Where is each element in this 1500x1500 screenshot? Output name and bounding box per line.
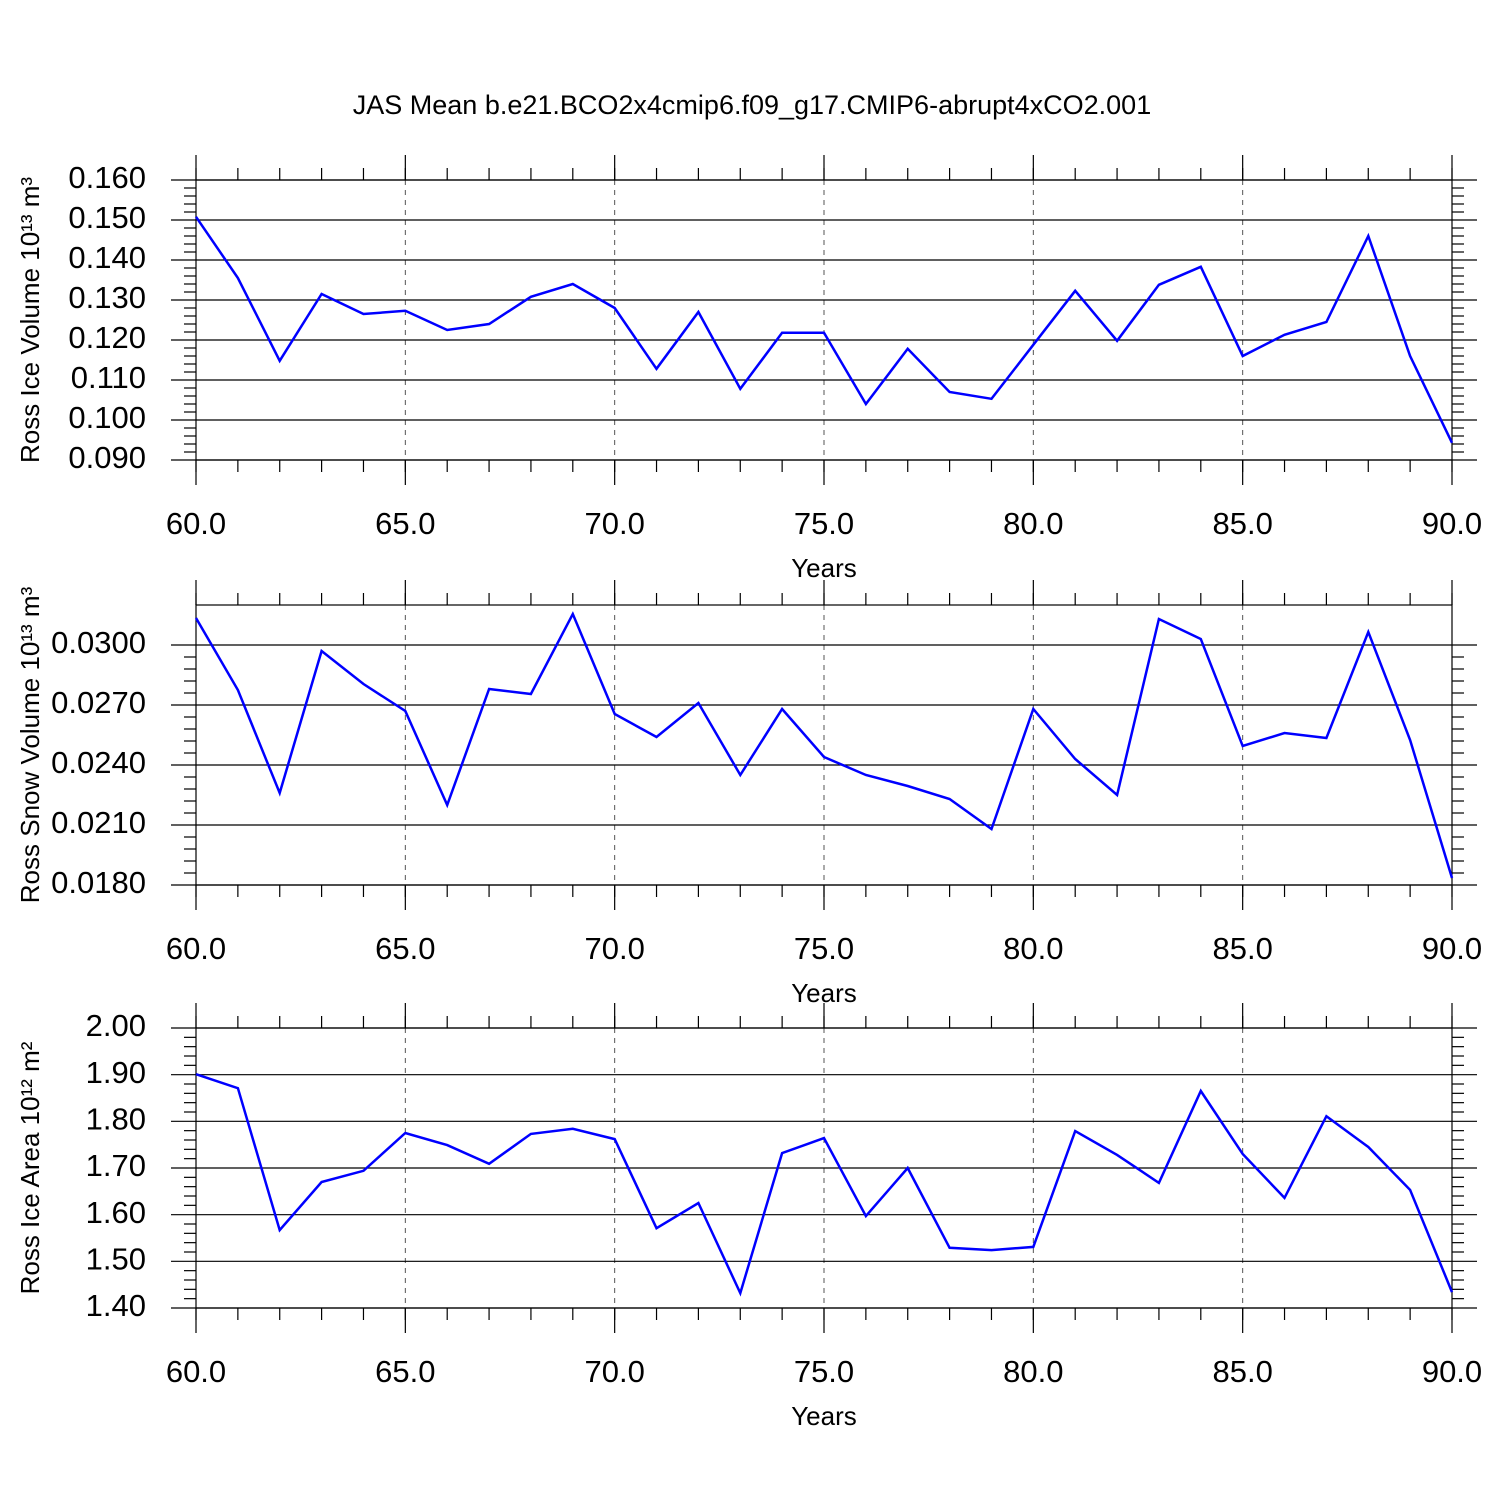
plot-frame [195, 604, 1453, 886]
y-tick-label: 0.0180 [51, 865, 146, 900]
panel: 60.0 65.0 70.0 75.0 80.0 85.0 90.0 0.090 0.100 0.… [15, 155, 1482, 583]
x-tick-label: 60.0 [166, 931, 226, 966]
y-axis-label: Ross Ice Volume 10¹³ m³ [15, 177, 45, 463]
x-tick-label: 65.0 [375, 506, 435, 541]
x-tick-label: 90.0 [1422, 506, 1482, 541]
x-tick-label: 60.0 [166, 1354, 226, 1389]
y-tick-label: 0.130 [68, 280, 146, 315]
y-tick-label: 0.110 [71, 360, 146, 395]
x-axis-label: Years [791, 978, 857, 1008]
x-tick-label: 70.0 [584, 506, 644, 541]
y-tick-label: 0.0210 [51, 805, 146, 840]
x-axis-label: Years [791, 553, 857, 583]
y-tick-label: 1.60 [86, 1195, 146, 1230]
plot-frame [195, 1027, 1453, 1309]
x-tick-label: 85.0 [1212, 931, 1272, 966]
x-tick-label: 85.0 [1212, 506, 1272, 541]
y-tick-label: 0.0300 [51, 625, 146, 660]
y-tick-label: 0.120 [68, 320, 146, 355]
x-tick-label: 85.0 [1212, 1354, 1272, 1389]
y-tick-label: 1.70 [86, 1148, 146, 1183]
data-line [195, 1073, 1454, 1297]
x-tick-label: 75.0 [794, 506, 854, 541]
x-axis-label: Years [791, 1401, 857, 1431]
x-tick-label: 80.0 [1003, 931, 1063, 966]
data-line [194, 216, 1454, 444]
figure-title: JAS Mean b.e21.BCO2x4cmip6.f09_g17.CMIP6… [353, 90, 1151, 120]
x-tick-label: 90.0 [1422, 931, 1482, 966]
y-tick-label: 0.150 [68, 200, 146, 235]
x-tick-label: 80.0 [1003, 1354, 1063, 1389]
y-tick-label: 0.0240 [51, 745, 146, 780]
x-tick-label: 70.0 [584, 1354, 644, 1389]
y-tick-label: 0.090 [68, 440, 146, 475]
y-tick-label: 0.140 [68, 240, 146, 275]
plot-frame [195, 179, 1453, 461]
x-tick-label: 75.0 [794, 931, 854, 966]
y-axis-label: Ross Snow Volume 10¹³ m³ [15, 586, 45, 903]
y-tick-label: 0.160 [68, 160, 146, 195]
y-tick-label: 1.40 [86, 1288, 146, 1323]
x-tick-label: 75.0 [794, 1354, 854, 1389]
y-tick-label: 1.50 [86, 1242, 146, 1277]
x-tick-label: 65.0 [375, 1354, 435, 1389]
y-tick-label: 1.80 [86, 1102, 146, 1137]
y-tick-label: 2.00 [86, 1008, 146, 1043]
x-tick-label: 60.0 [166, 506, 226, 541]
data-line [194, 611, 1454, 879]
y-tick-label: 1.90 [86, 1055, 146, 1090]
panel: 60.0 65.0 70.0 75.0 80.0 85.0 90.0 1.40 1.50 1.60… [15, 1003, 1482, 1431]
y-tick-label: 0.0270 [51, 685, 146, 720]
y-tick-label: 0.100 [68, 400, 146, 435]
x-tick-label: 80.0 [1003, 506, 1063, 541]
x-tick-label: 65.0 [375, 931, 435, 966]
x-tick-label: 70.0 [584, 931, 644, 966]
x-tick-label: 90.0 [1422, 1354, 1482, 1389]
panel: 60.0 65.0 70.0 75.0 80.0 85.0 90.0 0.0180 0.0210… [15, 580, 1482, 1008]
y-axis-label: Ross Ice Area 10¹² m² [15, 1041, 45, 1294]
